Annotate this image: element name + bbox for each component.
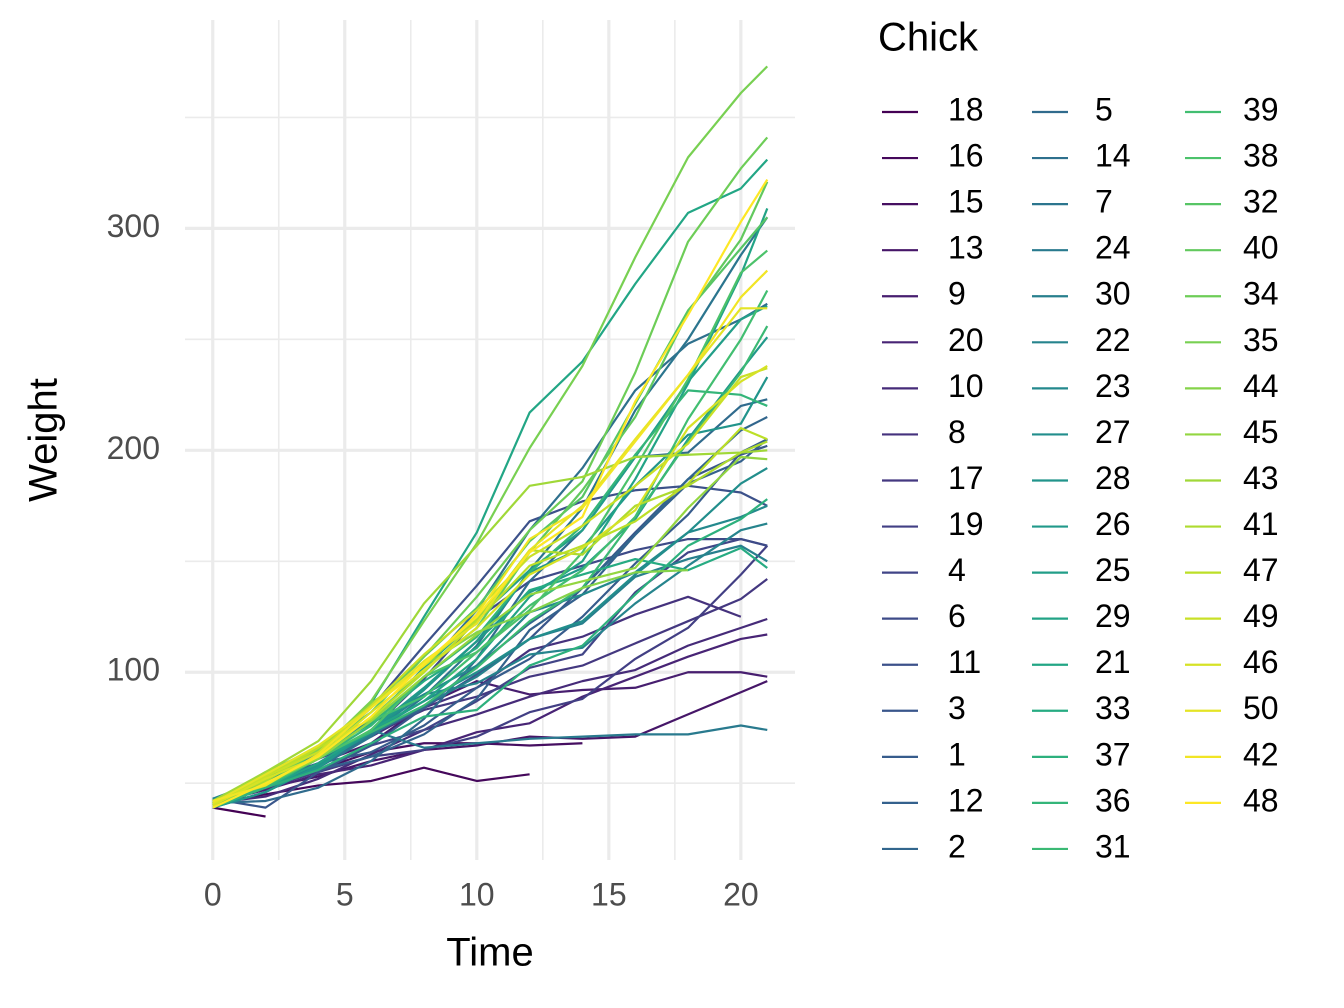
legend-label: 26 bbox=[1095, 506, 1131, 542]
legend-label: 8 bbox=[948, 414, 966, 450]
legend-label: 21 bbox=[1095, 644, 1131, 680]
series-line bbox=[212, 269, 769, 803]
legend-label: 14 bbox=[1095, 138, 1131, 174]
legend-label: 27 bbox=[1095, 414, 1131, 450]
legend-label: 43 bbox=[1243, 460, 1279, 496]
legend-label: 15 bbox=[948, 184, 984, 220]
legend-label: 25 bbox=[1095, 552, 1131, 588]
legend-label: 48 bbox=[1243, 782, 1279, 818]
x-tick-label: 10 bbox=[459, 876, 495, 912]
y-tick-label: 300 bbox=[107, 208, 160, 244]
legend-label: 17 bbox=[948, 460, 984, 496]
series-line bbox=[212, 427, 768, 805]
series-line bbox=[212, 290, 769, 803]
legend-label: 47 bbox=[1243, 552, 1279, 588]
series-line bbox=[212, 249, 768, 805]
x-tick-label: 0 bbox=[204, 876, 222, 912]
legend-label: 5 bbox=[1095, 91, 1113, 127]
legend-label: 41 bbox=[1243, 506, 1279, 542]
legend-label: 19 bbox=[948, 506, 984, 542]
legend-label: 42 bbox=[1243, 736, 1279, 772]
legend-label: 13 bbox=[948, 230, 984, 266]
series-line bbox=[212, 449, 768, 802]
series-line bbox=[212, 178, 769, 809]
series-line bbox=[212, 365, 768, 807]
legend-label: 12 bbox=[948, 782, 984, 818]
series-line bbox=[212, 208, 769, 809]
legend-label: 23 bbox=[1095, 368, 1131, 404]
legend-label: 31 bbox=[1095, 828, 1131, 864]
legend-label: 11 bbox=[948, 644, 981, 680]
legend-label: 22 bbox=[1095, 322, 1131, 358]
y-tick-label: 100 bbox=[107, 652, 160, 688]
series-line bbox=[212, 416, 768, 807]
series-line bbox=[212, 136, 769, 805]
y-tick-label: 200 bbox=[107, 430, 160, 466]
legend-label: 36 bbox=[1095, 782, 1131, 818]
legend-label: 3 bbox=[948, 690, 966, 726]
legend-label: 7 bbox=[1095, 184, 1113, 220]
legend-label: 39 bbox=[1243, 91, 1279, 127]
legend-label: 45 bbox=[1243, 414, 1279, 450]
series-line bbox=[212, 806, 266, 818]
legend-label: 44 bbox=[1243, 368, 1279, 404]
legend-label: 28 bbox=[1095, 460, 1131, 496]
series-line bbox=[212, 336, 769, 803]
legend-label: 38 bbox=[1243, 138, 1279, 174]
legend-label: 32 bbox=[1243, 184, 1279, 220]
legend-label: 20 bbox=[948, 322, 984, 358]
x-tick-label: 15 bbox=[591, 876, 627, 912]
legend-label: 35 bbox=[1243, 322, 1279, 358]
legend-label: 49 bbox=[1243, 598, 1279, 634]
series-line bbox=[212, 545, 769, 800]
legend-label: 24 bbox=[1095, 230, 1131, 266]
legend-label: 6 bbox=[948, 598, 966, 634]
legend-label: 9 bbox=[948, 276, 966, 312]
legend-label: 16 bbox=[948, 138, 984, 174]
series-line bbox=[212, 455, 768, 805]
x-axis-label: Time bbox=[446, 931, 533, 975]
legend-label: 34 bbox=[1243, 276, 1279, 312]
legend-label: 4 bbox=[948, 552, 966, 588]
series-line bbox=[212, 617, 768, 805]
series-line bbox=[212, 498, 768, 805]
legend-label: 1 bbox=[948, 736, 966, 772]
legend-label: 37 bbox=[1095, 736, 1131, 772]
legend-label: 10 bbox=[948, 368, 984, 404]
x-tick-label: 5 bbox=[336, 876, 354, 912]
legend-label: 30 bbox=[1095, 276, 1131, 312]
x-tick-label: 20 bbox=[723, 876, 759, 912]
legend-title: Chick bbox=[878, 16, 979, 60]
series-line bbox=[212, 766, 530, 805]
legend-label: 33 bbox=[1095, 690, 1131, 726]
legend-label: 50 bbox=[1243, 690, 1279, 726]
legend-label: 46 bbox=[1243, 644, 1279, 680]
legend-label: 18 bbox=[948, 91, 984, 127]
legend-label: 29 bbox=[1095, 598, 1131, 634]
y-axis-label: Weight bbox=[22, 378, 66, 502]
legend-label: 40 bbox=[1243, 230, 1279, 266]
legend-label: 2 bbox=[948, 828, 966, 864]
